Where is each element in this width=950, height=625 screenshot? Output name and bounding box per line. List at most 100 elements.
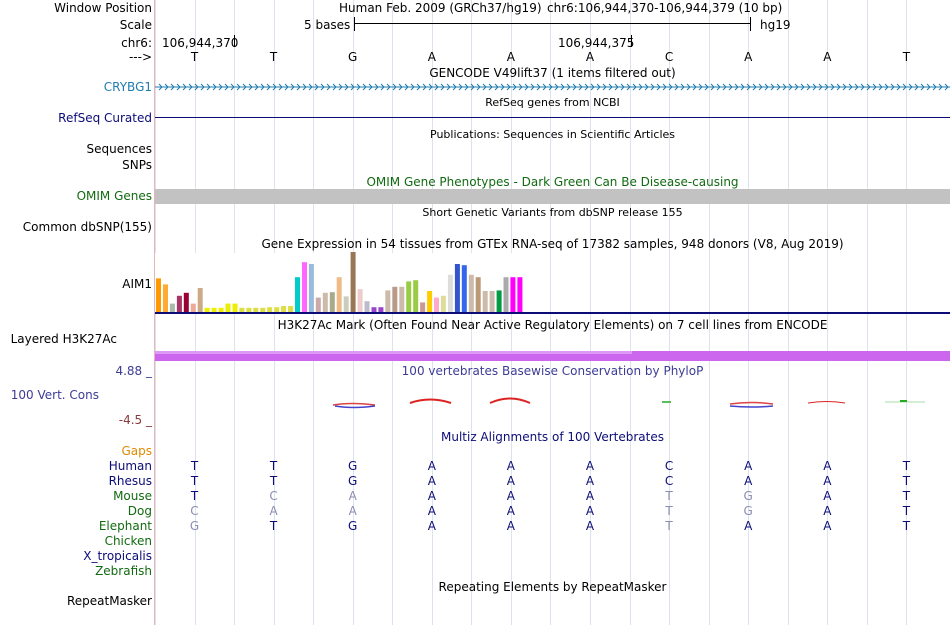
strand-chevron: [512, 83, 517, 91]
strand-chevron: [842, 83, 847, 91]
strand-chevron: [398, 83, 403, 91]
gtex-tissue-bar[interactable]: [413, 280, 419, 312]
track-area[interactable]: Human Feb. 2009 (GRCh37/hg19) chr6:106,9…: [155, 0, 950, 625]
gtex-tissue-bar[interactable]: [427, 291, 433, 312]
gtex-tissue-bar[interactable]: [350, 252, 356, 312]
gtex-tissue-bar[interactable]: [169, 303, 175, 312]
gtex-tissue-bar[interactable]: [183, 292, 189, 312]
h3k27ac-signal-highlight: [155, 351, 632, 354]
strand-chevron: [662, 83, 667, 91]
h3k27ac-signal-bar[interactable]: [155, 351, 950, 361]
gtex-tissue-bar[interactable]: [315, 297, 321, 312]
track-label-sequences[interactable]: Sequences: [86, 142, 152, 156]
gtex-tissue-bar[interactable]: [364, 301, 370, 312]
strand-chevron: [752, 83, 757, 91]
phylop-plot[interactable]: [155, 394, 950, 410]
phylop-mark-1-low: [334, 405, 376, 409]
track-label-vert-cons[interactable]: 100 Vert. Cons: [10, 388, 99, 402]
gtex-tissue-bar[interactable]: [496, 290, 502, 312]
gtex-tissue-bar[interactable]: [253, 307, 259, 312]
gtex-tissue-bar[interactable]: [322, 292, 328, 312]
gtex-tissue-bar[interactable]: [260, 307, 266, 312]
alignment-base: A: [585, 519, 595, 533]
gtex-tissue-bar[interactable]: [190, 303, 196, 312]
track-label-h3k27ac[interactable]: Layered H3K27Ac: [10, 332, 117, 346]
gtex-tissue-bar[interactable]: [482, 291, 488, 312]
strand-chevron: [530, 83, 535, 91]
track-label-aim1[interactable]: AIM1: [122, 277, 152, 291]
strand-chevron: [860, 83, 865, 91]
gtex-tissue-bar[interactable]: [399, 286, 405, 312]
gtex-tissue-bar[interactable]: [225, 303, 231, 312]
species-label[interactable]: Dog: [127, 504, 152, 518]
gtex-tissue-bar[interactable]: [336, 277, 342, 312]
track-label-repeatmasker[interactable]: RepeatMasker: [66, 594, 152, 608]
phylop-mark-3: [489, 397, 531, 404]
gtex-tissue-bar[interactable]: [343, 296, 349, 312]
gtex-tissue-bar[interactable]: [371, 307, 377, 312]
alignment-base: A: [427, 519, 436, 533]
species-label[interactable]: Elephant: [98, 519, 152, 533]
gtex-tissue-bar[interactable]: [308, 264, 314, 312]
gtex-tissue-bar[interactable]: [211, 307, 217, 312]
species-label[interactable]: Human: [108, 459, 152, 473]
strand-chevron: [248, 83, 253, 91]
gtex-tissue-bar[interactable]: [468, 274, 474, 312]
species-label[interactable]: Zebrafish: [95, 564, 152, 578]
species-label[interactable]: Rhesus: [108, 474, 152, 488]
gtex-tissue-bar[interactable]: [274, 307, 280, 312]
species-label[interactable]: Mouse: [113, 489, 152, 503]
gtex-tissue-bar[interactable]: [232, 303, 238, 312]
gtex-tissue-bar[interactable]: [329, 292, 335, 312]
gtex-tissue-bar[interactable]: [440, 295, 446, 312]
alignment-base: G: [189, 519, 200, 533]
gtex-tissue-bar[interactable]: [163, 284, 168, 312]
crybg1-gene-feature[interactable]: [155, 81, 950, 93]
alignment-base: G: [348, 459, 358, 473]
omim-phenotype-bar[interactable]: [155, 189, 950, 204]
gtex-tissue-bar[interactable]: [503, 277, 509, 312]
gtex-tissue-bar[interactable]: [434, 297, 439, 312]
gtex-tissue-bar[interactable]: [454, 264, 460, 312]
strand-chevron: [188, 83, 193, 91]
track-label-crybg1[interactable]: CRYBG1: [103, 80, 152, 94]
gtex-tissue-bar[interactable]: [156, 278, 161, 312]
gtex-tissue-bar[interactable]: [461, 265, 467, 312]
strand-chevron: [692, 83, 697, 91]
alignment-base: A: [744, 474, 753, 488]
alignment-base: A: [269, 504, 278, 518]
gtex-bar-chart[interactable]: [155, 251, 950, 315]
gtex-tissue-bar[interactable]: [204, 307, 210, 312]
gtex-tissue-bar[interactable]: [218, 307, 224, 312]
gtex-tissue-bar[interactable]: [517, 277, 523, 312]
gtex-tissue-bar[interactable]: [510, 277, 516, 312]
gtex-tissue-bar[interactable]: [176, 295, 182, 312]
gtex-tissue-bar[interactable]: [392, 286, 398, 312]
gtex-tissue-bar[interactable]: [489, 291, 495, 312]
track-label-common-dbsnp[interactable]: Common dbSNP(155): [22, 220, 152, 234]
track-label-gaps[interactable]: Gaps: [121, 444, 152, 458]
gtex-tissue-bar[interactable]: [246, 307, 252, 312]
gtex-tissue-bar[interactable]: [267, 307, 273, 312]
track-label-refseq[interactable]: RefSeq Curated: [58, 111, 152, 125]
gtex-tissue-bar[interactable]: [378, 307, 384, 312]
gtex-tissue-bar[interactable]: [406, 281, 412, 312]
gtex-tissue-bar[interactable]: [295, 277, 300, 312]
gtex-tissue-bar[interactable]: [357, 289, 363, 312]
gtex-tissue-bar[interactable]: [385, 290, 391, 312]
gtex-tissue-bar[interactable]: [288, 306, 294, 312]
gtex-tissue-bar[interactable]: [239, 307, 245, 312]
species-label[interactable]: X_tropicalis: [83, 549, 152, 563]
gtex-tissue-bar[interactable]: [475, 277, 481, 312]
gtex-tissue-bar[interactable]: [281, 306, 287, 312]
refseq-gene-feature[interactable]: [155, 117, 950, 118]
track-label-snps[interactable]: SNPs: [122, 158, 152, 172]
species-label[interactable]: Chicken: [104, 534, 152, 548]
window-position-label: Window Position: [54, 1, 152, 15]
track-label-omim[interactable]: OMIM Genes: [76, 189, 152, 203]
strand-chevron: [668, 83, 673, 91]
gtex-tissue-bar[interactable]: [302, 262, 307, 312]
gtex-tissue-bar[interactable]: [197, 288, 203, 312]
gtex-tissue-bar[interactable]: [447, 274, 453, 312]
gtex-tissue-bar[interactable]: [420, 302, 426, 312]
